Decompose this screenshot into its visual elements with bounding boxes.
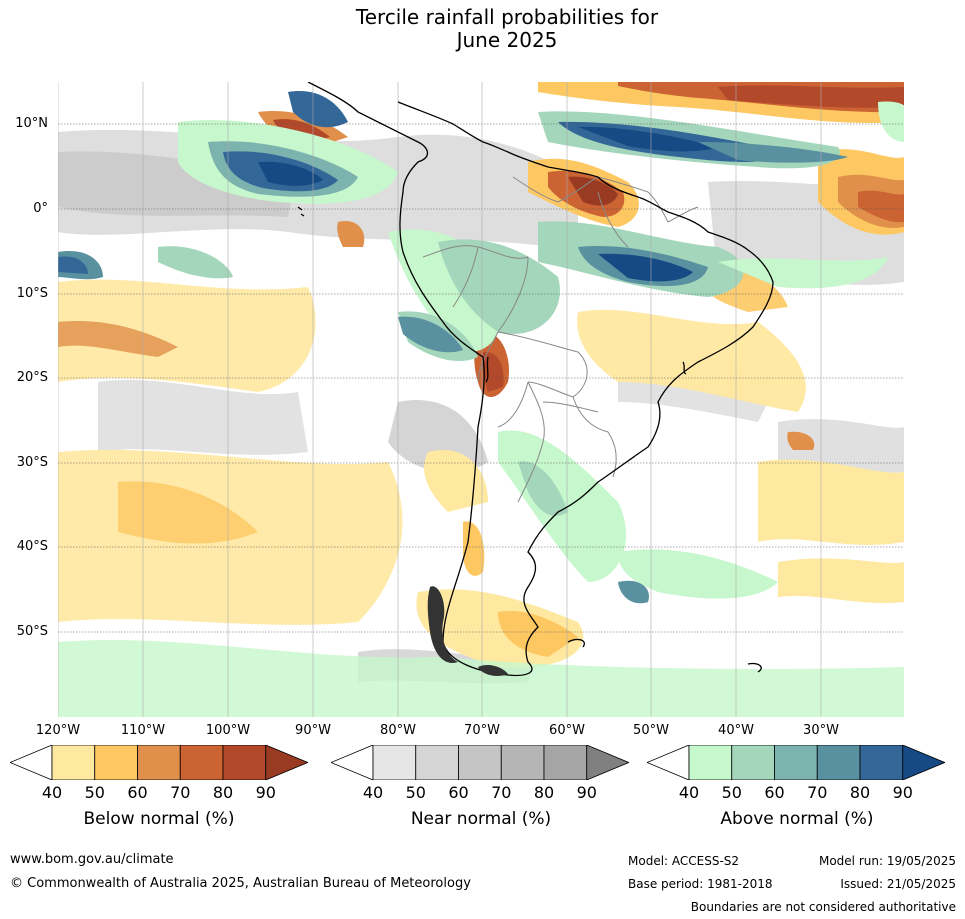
- country-borders: [422, 176, 699, 503]
- colorbar-above-title: Above normal (%): [720, 809, 874, 829]
- lon-label-100w: 100°W: [205, 723, 251, 738]
- footer-base-period: Base period: 1981-2018: [628, 877, 773, 891]
- colorbar-segment: [500, 744, 545, 781]
- meridians: [58, 82, 822, 717]
- colorbar-high-extend: [902, 744, 946, 781]
- colorbar-svg: [8, 744, 309, 781]
- colorbar-tick-label: 70: [491, 783, 512, 802]
- colorbar-segment: [372, 744, 417, 781]
- colorbar-tick-label: 70: [170, 783, 191, 802]
- lon-label-80w: 80°W: [380, 723, 416, 738]
- colorbar-segment: [859, 744, 904, 781]
- lat-label-10n: 10°N: [15, 116, 48, 131]
- colorbar-segment: [688, 744, 733, 781]
- colorbar-high-extend: [586, 744, 630, 781]
- colorbar-segment: [179, 744, 224, 781]
- colorbar-tick-label: 80: [533, 783, 555, 802]
- colorbar-segment: [731, 744, 775, 781]
- footer-disclaimer: Boundaries are not considered authoritat…: [690, 900, 956, 914]
- lat-label-30s: 30°S: [16, 455, 48, 470]
- chile-fjord-islands: [427, 586, 508, 676]
- lon-label-70w: 70°W: [464, 723, 500, 738]
- colorbar-segment: [51, 744, 96, 781]
- colorbar-segment: [458, 744, 502, 781]
- colorbar-segment: [222, 744, 267, 781]
- lon-label-110w: 110°W: [120, 723, 166, 738]
- rainfall-map: [58, 82, 904, 717]
- colorbar-low-extend: [645, 744, 690, 781]
- colorbar-low-extend: [8, 744, 53, 781]
- colorbar-below-normal: [8, 744, 309, 781]
- footer-issued: Issued: 21/05/2025: [840, 877, 956, 891]
- colorbar-tick-label: 40: [678, 783, 700, 802]
- lat-label-40s: 40°S: [16, 539, 48, 554]
- lon-label-120w: 120°W: [35, 723, 81, 738]
- colorbar-below-title: Below normal (%): [83, 809, 235, 829]
- colorbar-tick-label: 90: [892, 783, 913, 802]
- colorbar-segment: [137, 744, 181, 781]
- footer-copyright: © Commonwealth of Australia 2025, Austra…: [10, 876, 471, 891]
- colorbar-segment: [94, 744, 138, 781]
- map-title-line1: Tercile rainfall probabilities for: [355, 5, 659, 29]
- lat-label-0: 0°: [33, 201, 48, 216]
- colorbar-segment: [543, 744, 588, 781]
- colorbar-tick-label: 90: [255, 783, 276, 802]
- lon-label-60w: 60°W: [549, 723, 585, 738]
- colorbar-tick-label: 60: [127, 783, 148, 802]
- colorbar-tick-label: 60: [764, 783, 785, 802]
- lon-label-50w: 50°W: [633, 723, 669, 738]
- colorbar-near-normal: [329, 744, 630, 781]
- colorbar-above-normal: [645, 744, 946, 781]
- colorbar-tick-label: 40: [41, 783, 63, 802]
- graticule: [58, 123, 904, 633]
- colorbar-tick-label: 70: [807, 783, 828, 802]
- lon-label-30w: 30°W: [803, 723, 839, 738]
- coastline: [297, 82, 774, 677]
- colorbar-svg: [645, 744, 946, 781]
- map-title-line2: June 2025: [456, 28, 558, 52]
- colorbar-segment: [415, 744, 459, 781]
- colorbar-tick-label: 50: [405, 783, 426, 802]
- lat-label-10s: 10°S: [16, 286, 48, 301]
- colorbar-high-extend: [265, 744, 309, 781]
- footer-website[interactable]: www.bom.gov.au/climate: [10, 852, 174, 867]
- colorbar-tick-label: 50: [721, 783, 742, 802]
- colorbar-tick-label: 60: [448, 783, 469, 802]
- colorbar-tick-label: 40: [362, 783, 384, 802]
- colorbar-segment: [774, 744, 818, 781]
- lon-label-40w: 40°W: [718, 723, 754, 738]
- colorbar-low-extend: [329, 744, 374, 781]
- below-normal-areas: [58, 82, 904, 668]
- lat-label-20s: 20°S: [16, 370, 48, 385]
- footer-model: Model: ACCESS-S2: [628, 854, 740, 868]
- lat-label-50s: 50°S: [16, 624, 48, 639]
- colorbar-tick-label: 80: [849, 783, 871, 802]
- colorbar-near-title: Near normal (%): [410, 809, 552, 829]
- lon-label-90w: 90°W: [295, 723, 331, 738]
- colorbar-tick-label: 50: [84, 783, 105, 802]
- colorbar-segment: [816, 744, 861, 781]
- colorbar-tick-label: 90: [576, 783, 597, 802]
- colorbar-svg: [329, 744, 630, 781]
- footer-model-run: Model run: 19/05/2025: [818, 854, 956, 868]
- colorbar-tick-label: 80: [212, 783, 234, 802]
- above-normal-areas: [58, 91, 904, 717]
